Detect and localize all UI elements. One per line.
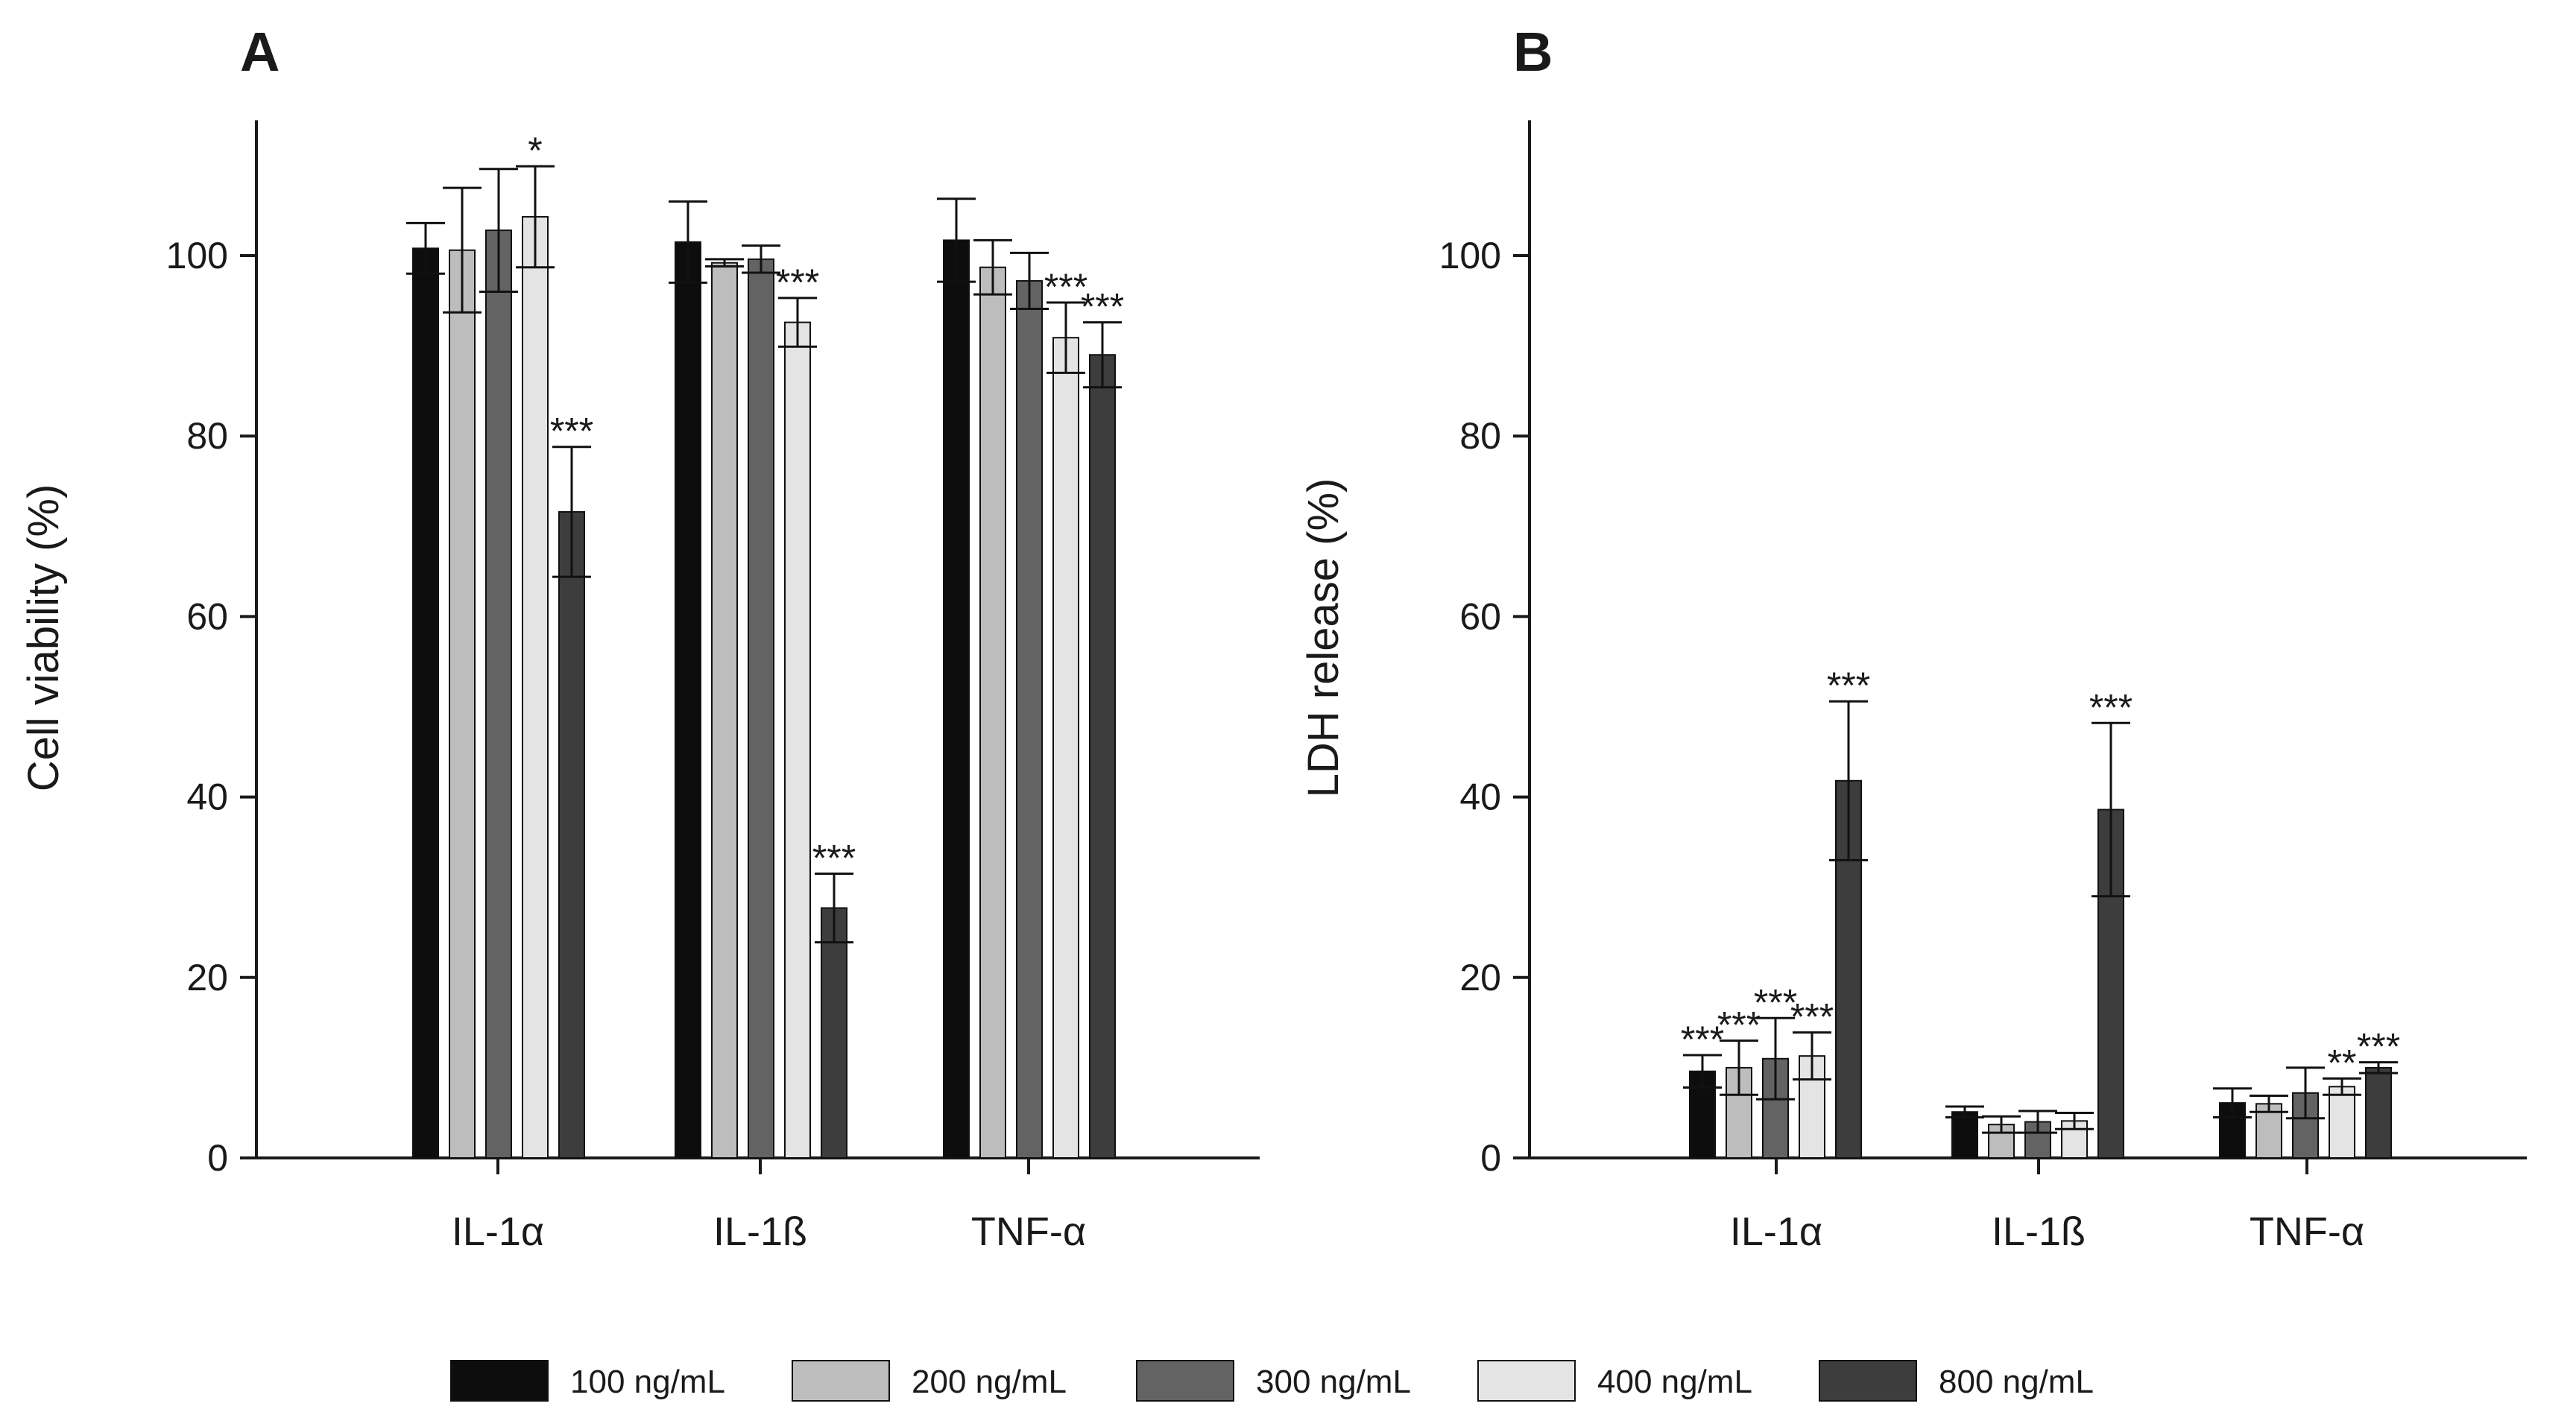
panel-b-label: B	[1513, 21, 1553, 83]
panel-b-significance-mark: ***	[1717, 1004, 1761, 1046]
legend-label: 800 ng/mL	[1939, 1364, 2094, 1400]
panel-a-category-label: IL-1α	[452, 1209, 544, 1254]
panel-a-y-tick-label: 20	[186, 957, 228, 998]
legend-swatch	[1819, 1360, 1917, 1402]
panel-b-y-tick-label: 80	[1459, 415, 1501, 457]
panel-b-bar	[2061, 1120, 2088, 1159]
legend: 100 ng/mL 200 ng/mL 300 ng/mL 400 ng/mL 800 …	[450, 1360, 2094, 1402]
panel-b-significance-mark: ***	[1681, 1019, 1724, 1060]
legend-swatch	[792, 1360, 890, 1402]
panel-a-category-label: IL-1ß	[713, 1209, 807, 1254]
panel-b-y-tick-label: 100	[1439, 235, 1501, 276]
panel-a-significance-mark: ***	[776, 262, 819, 303]
legend-label: 400 ng/mL	[1597, 1364, 1752, 1400]
panel-a-bar	[784, 321, 811, 1159]
panel-a-y-tick-label: 100	[166, 235, 228, 276]
panel-b-significance-mark: ***	[2089, 686, 2133, 728]
panel-b-significance-mark: ***	[1790, 996, 1834, 1038]
panel-a-bar	[943, 239, 970, 1159]
panel-a-label: A	[240, 21, 280, 83]
panel-a-bar	[1016, 279, 1043, 1159]
panel-b-category-label: IL-1ß	[1992, 1209, 2086, 1254]
panel-b-y-tick-label: 60	[1459, 595, 1501, 637]
panel-a-y-tick-label: 40	[186, 776, 228, 818]
panel-b-significance-mark: ***	[2357, 1026, 2400, 1068]
panel-a-bar	[558, 510, 585, 1159]
panel-b-significance-mark: ***	[1754, 981, 1797, 1023]
panel-b-y-tick-label: 20	[1459, 957, 1501, 998]
panel-a-significance-mark: ***	[550, 411, 593, 452]
panel-a-significance-mark: ***	[1081, 286, 1124, 328]
panel-a-significance-mark: *	[528, 130, 542, 171]
legend-label: 100 ng/mL	[570, 1364, 725, 1400]
panel-a-category-label: TNF-α	[971, 1209, 1086, 1254]
panel-a-bar	[711, 262, 738, 1159]
panel-a-bar	[449, 249, 476, 1159]
panel-b-significance-mark: **	[2328, 1042, 2357, 1083]
legend-swatch	[1477, 1360, 1576, 1402]
panel-b-y-tick-label: 0	[1480, 1137, 1501, 1179]
panel-b-bar	[1951, 1111, 1978, 1159]
panel-a-bar	[412, 247, 439, 1159]
panel-a-significance-mark: ***	[812, 838, 856, 879]
panel-a-bar	[1089, 354, 1116, 1159]
panel-b-y-axis-title: LDH release (%)	[1299, 478, 1348, 798]
panel-a-y-tick-label: 60	[186, 595, 228, 637]
panel-b-y-tick-label: 40	[1459, 776, 1501, 818]
panel-b-bar	[2365, 1066, 2392, 1159]
panel-a-y-tick-label: 0	[207, 1137, 228, 1179]
panel-a-bar	[522, 215, 549, 1159]
panel-a-bar	[1052, 337, 1079, 1159]
legend-swatch	[450, 1360, 549, 1402]
panel-a-bar	[675, 241, 701, 1159]
panel-a-bar	[821, 907, 847, 1159]
legend-swatch	[1136, 1360, 1234, 1402]
panel-a-y-tick-label: 80	[186, 415, 228, 457]
panel-b-category-label: TNF-α	[2250, 1209, 2364, 1254]
panel-a-bar	[979, 266, 1006, 1159]
panel-a-y-axis-title: Cell viability (%)	[19, 484, 68, 792]
panel-a-bar	[748, 258, 774, 1159]
panel-a-bar	[485, 230, 512, 1159]
panel-b-category-label: IL-1α	[1730, 1209, 1822, 1254]
legend-label: 300 ng/mL	[1256, 1364, 1411, 1400]
panel-b-significance-mark: ***	[1827, 665, 1870, 706]
panel-b-bar	[2329, 1086, 2355, 1159]
panel-b-bar	[2292, 1092, 2319, 1159]
panel-a-significance-mark: ***	[1044, 266, 1087, 308]
legend-label: 200 ng/mL	[912, 1364, 1067, 1400]
